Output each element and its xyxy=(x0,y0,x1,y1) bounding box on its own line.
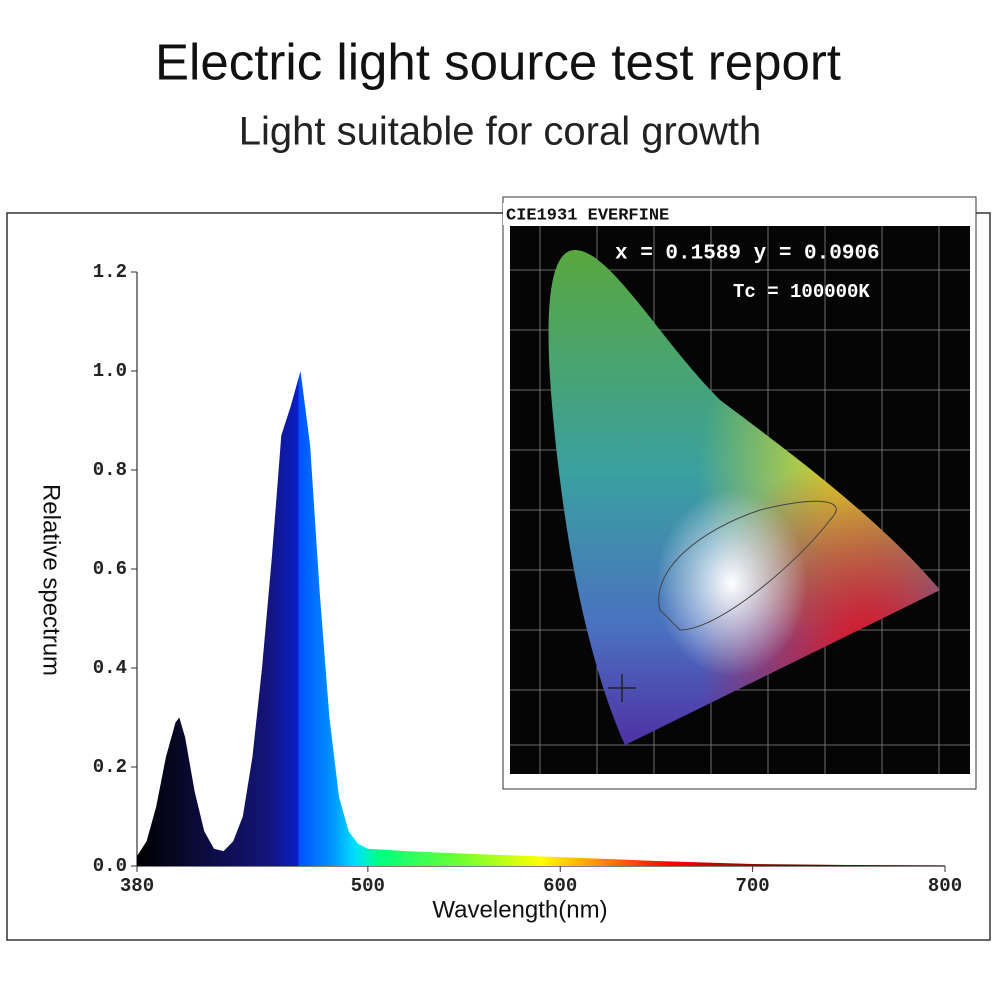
color-temperature: Tc = 100000K xyxy=(733,281,870,303)
inset-label-bg xyxy=(503,203,750,225)
y-tick-label: 0.8 xyxy=(93,459,127,481)
cie-marker xyxy=(608,674,636,702)
x-tick-label: 500 xyxy=(351,875,385,897)
x-tick-label: 800 xyxy=(928,875,962,897)
y-tick-label: 1.2 xyxy=(93,261,127,283)
y-tick-label: 0.2 xyxy=(93,756,127,778)
frame xyxy=(6,212,991,941)
y-tick-label: 0.4 xyxy=(93,657,127,679)
y-axis-label: Relative spectrum xyxy=(38,484,65,676)
x-tick-label: 700 xyxy=(736,875,770,897)
chromaticity: x = 0.1589 y = 0.0906 xyxy=(615,243,880,266)
spectrum-area xyxy=(137,371,945,866)
inset-title: CIE1931 EVERFINE xyxy=(506,206,669,225)
y-tick-label: 1.0 xyxy=(93,360,127,382)
subtitle: Light suitable for coral growth xyxy=(239,110,762,154)
title: Electric light source test report xyxy=(155,33,841,90)
y-tick-label: 0.6 xyxy=(93,558,127,580)
cie-locus xyxy=(658,500,837,631)
plot-area: 0.0 0.2 0.4 0.6 0.8 1.0 1.2 380 500 600 700 800 xyxy=(93,261,962,897)
x-tick-label: 380 xyxy=(120,875,154,897)
x-tick-label: 600 xyxy=(543,875,577,897)
cie-inset: CIE1931 EVERFINE x = 0.1589 y = 0.0906 T… xyxy=(502,196,977,790)
x-axis-label: Wavelength(nm) xyxy=(432,896,607,923)
y-tick-label: 0.0 xyxy=(93,855,127,877)
